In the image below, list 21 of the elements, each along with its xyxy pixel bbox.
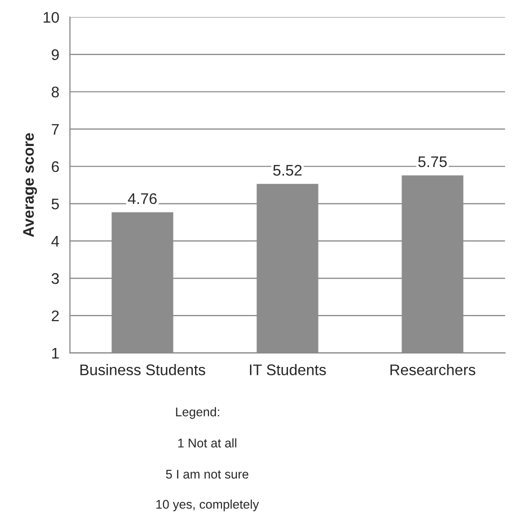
x-tick-label: Researchers [390,364,476,376]
text: 1 Not at all [178,438,236,448]
y-tick-label: 7 [52,124,59,135]
y-tick-label: 8 [52,86,59,98]
y-axis-title: Average score [23,133,37,238]
data-label: 4.76 [128,193,157,204]
y-tick-label: 5 [52,198,59,210]
text: 10 yes, completely [156,500,259,512]
y-tick-label: 1 [52,348,59,358]
text: Legend: [176,407,220,419]
data-label: 5.52 [273,164,302,176]
y-tick-label: 4 [51,236,60,247]
y-tick-label: 6 [52,161,59,172]
y-tick-label: 2 [52,310,59,322]
y-tick-label: 10 [44,12,59,23]
y-tick-label: 9 [52,49,59,60]
x-tick-label: IT Students [250,364,326,376]
y-tick-label: 3 [52,273,59,284]
x-tick-label: Business Students [80,364,206,376]
data-label: 5.75 [418,156,447,168]
text: 5 I am not sure [166,470,248,479]
